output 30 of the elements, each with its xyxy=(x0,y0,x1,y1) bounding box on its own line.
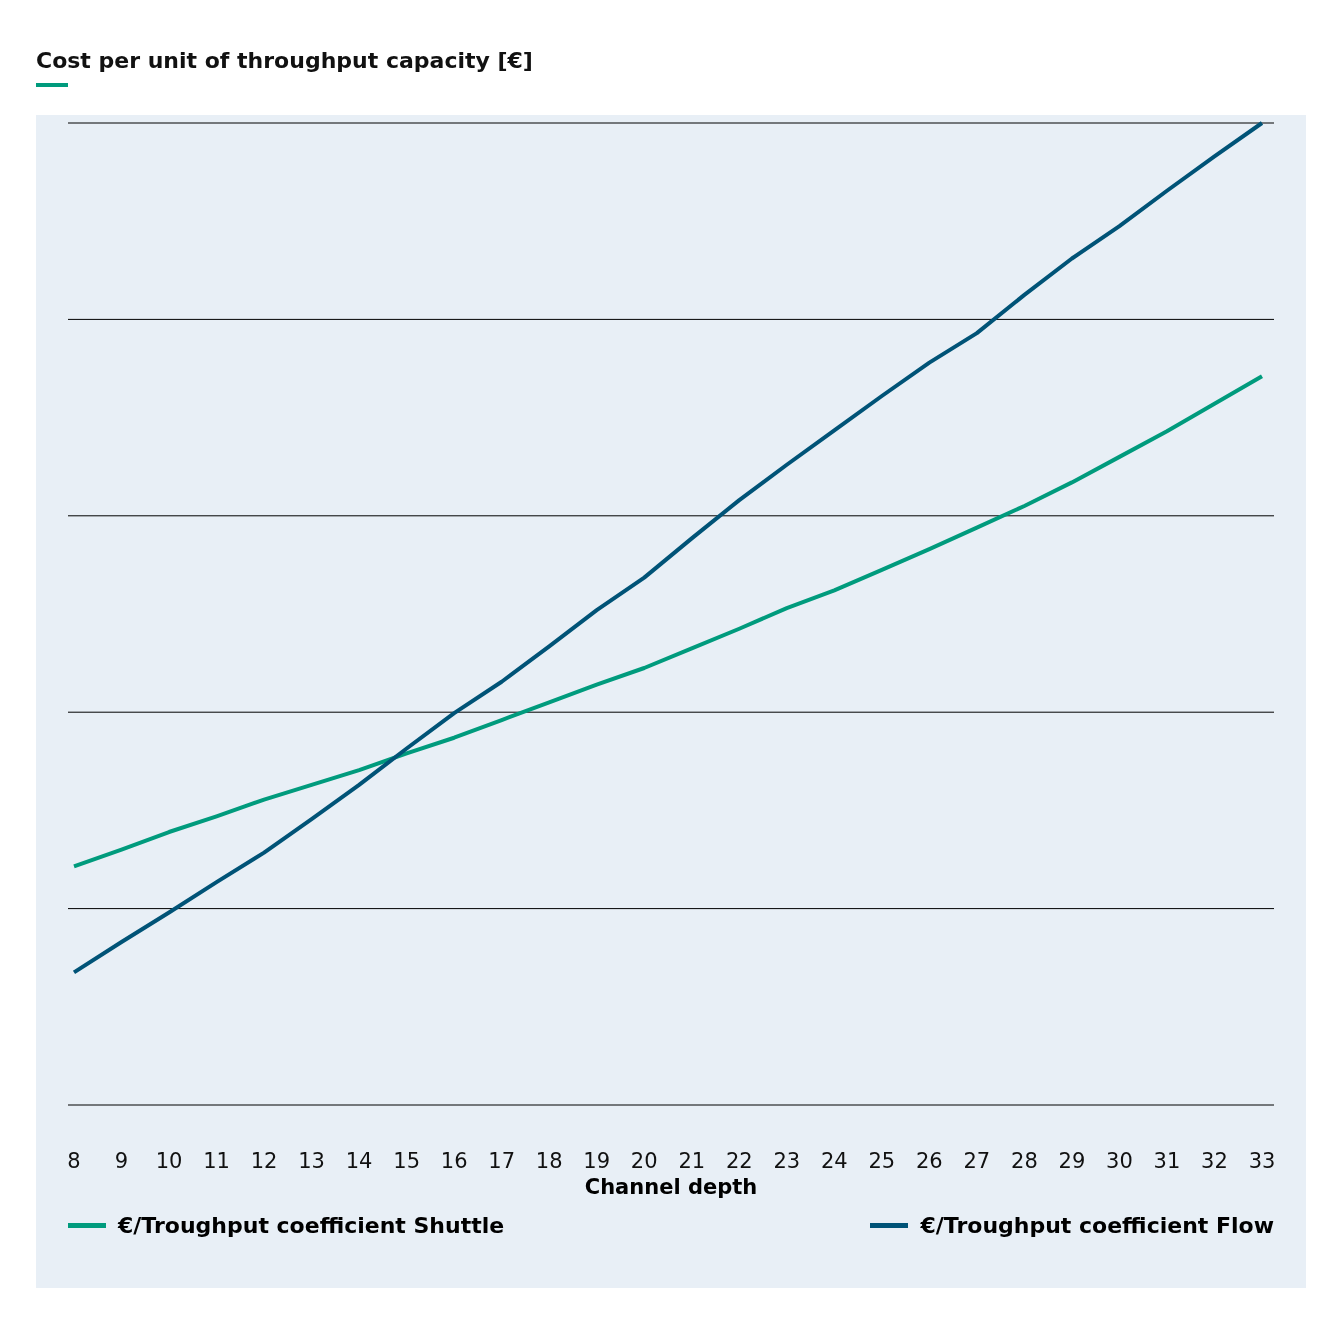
x-axis-title: Channel depth xyxy=(583,1175,759,1199)
x-tick-label: 25 xyxy=(868,1148,896,1173)
x-tick-label: 33 xyxy=(1248,1148,1276,1173)
x-tick-label: 13 xyxy=(298,1148,325,1173)
x-tick-label: 10 xyxy=(155,1148,183,1173)
x-tick-label: 12 xyxy=(250,1148,278,1173)
x-tick-label: 16 xyxy=(440,1148,468,1173)
x-tick-label: 28 xyxy=(1011,1148,1038,1173)
x-tick-label: 22 xyxy=(725,1148,753,1173)
x-tick-label: 18 xyxy=(535,1148,563,1173)
x-tick-label: 14 xyxy=(345,1148,373,1173)
x-tick-label: 26 xyxy=(915,1148,943,1173)
x-tick-label: 24 xyxy=(820,1148,848,1173)
x-tick-label: 11 xyxy=(203,1148,230,1173)
x-tick-label: 23 xyxy=(773,1148,801,1173)
chart-title: Cost per unit of throughput capacity [€] xyxy=(36,48,534,73)
x-tick-label: 15 xyxy=(393,1148,421,1173)
legend-label: €/Troughput coefficient Flow xyxy=(920,1213,1274,1238)
x-tick-label: 27 xyxy=(963,1148,991,1173)
x-tick-label: 30 xyxy=(1106,1148,1133,1173)
x-tick-label: 17 xyxy=(488,1148,516,1173)
x-tick-label: 9 xyxy=(114,1148,129,1173)
x-tick-label: 19 xyxy=(583,1148,611,1173)
x-tick-label: 31 xyxy=(1153,1148,1181,1173)
x-tick-label: 21 xyxy=(678,1148,706,1173)
legend-label: €/Troughput coefficient Shuttle xyxy=(118,1213,505,1238)
x-tick-label: 8 xyxy=(67,1148,81,1173)
x-tick-label: 29 xyxy=(1058,1148,1086,1173)
x-tick-label: 32 xyxy=(1201,1148,1228,1173)
x-tick-label: 20 xyxy=(630,1148,658,1173)
